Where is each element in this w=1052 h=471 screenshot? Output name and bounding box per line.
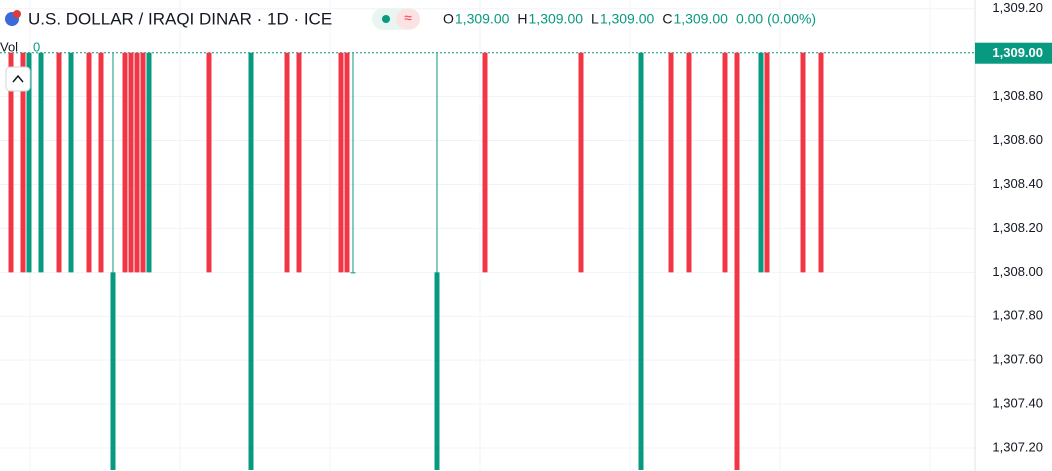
candle-body — [818, 52, 824, 273]
y-tick-label: 1,308.80 — [992, 88, 1043, 103]
candle-body — [338, 52, 344, 273]
ohlc-key: L — [591, 11, 599, 27]
candle-body — [206, 52, 212, 273]
candle-body — [134, 52, 140, 273]
candle-body — [734, 52, 740, 471]
candle-body — [20, 52, 26, 273]
ohlc-value: 1,309.00 — [673, 11, 728, 27]
delay-icon: ≈ — [404, 10, 412, 26]
last-price-label: 1,309.00 — [992, 45, 1043, 60]
y-tick-label: 1,308.40 — [992, 176, 1043, 191]
candle-body — [68, 52, 74, 273]
candle-body — [128, 52, 134, 273]
price-axis: 1,307.20 1,307.40 1,307.60 1,307.80 1,308.00… — [974, 0, 1052, 471]
ohlc-key: H — [517, 11, 527, 27]
plot-area — [0, 0, 975, 471]
candle-body — [758, 52, 764, 273]
candle-body — [638, 52, 644, 471]
candle-body — [38, 52, 44, 273]
header: U.S. DOLLAR / IRAQI DINAR · 1D · ICE ≈ V… — [0, 8, 816, 92]
y-tick-label: 1,307.80 — [992, 308, 1043, 323]
candle-body — [26, 52, 32, 273]
ohlc-value: 1,309.00 — [529, 11, 584, 27]
candle-body — [800, 52, 806, 273]
ohlc-key: O — [443, 11, 454, 27]
candle-body — [434, 272, 440, 470]
candle-body — [764, 52, 770, 273]
candle-body — [722, 52, 728, 273]
candle-body — [110, 272, 116, 470]
delay-badge[interactable] — [396, 9, 420, 29]
ohlc-value: 1,309.00 — [455, 11, 510, 27]
y-tick-label: 1,308.60 — [992, 132, 1043, 147]
candle-body — [8, 52, 14, 273]
ohlc-key: C — [662, 11, 672, 27]
candle-body — [98, 52, 104, 273]
chart-title: U.S. DOLLAR / IRAQI DINAR · 1D · ICE — [28, 9, 332, 28]
y-tick-label: 1,308.00 — [992, 264, 1043, 279]
candle-body — [122, 52, 128, 273]
y-tick-label: 1,307.20 — [992, 439, 1043, 454]
y-tick-label: 1,307.40 — [992, 396, 1043, 411]
last-price-label-bg — [975, 42, 1052, 64]
flag-icon — [13, 10, 21, 18]
candle-body — [344, 52, 350, 273]
candle-body — [86, 52, 92, 273]
collapse-button[interactable] — [5, 66, 31, 92]
candle-body — [578, 52, 584, 273]
y-tick-label: 1,308.20 — [992, 220, 1043, 235]
candle-body — [140, 52, 146, 273]
market-open-dot — [382, 15, 390, 23]
y-tick-label: 1,309.20 — [992, 0, 1043, 15]
y-tick-label: 1,307.60 — [992, 352, 1043, 367]
candle-body — [284, 52, 290, 273]
change-value: 0.00 (0.00%) — [736, 11, 816, 27]
volume-label: Vol — [0, 39, 18, 54]
candle-body — [668, 52, 674, 273]
candle-body — [482, 52, 488, 273]
ohlc-value: 1,309.00 — [600, 11, 655, 27]
candle-body — [686, 52, 692, 273]
candle-body — [350, 272, 356, 274]
candle-body — [296, 52, 302, 273]
candle-body — [146, 52, 152, 273]
candle-body — [248, 52, 254, 471]
volume-value: 0 — [33, 39, 40, 54]
candle-body — [56, 52, 62, 273]
collapse-icon — [12, 74, 24, 83]
